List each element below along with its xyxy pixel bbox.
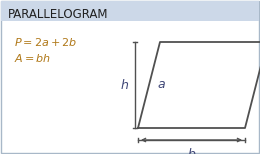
Text: $h$: $h$ — [120, 78, 129, 92]
Text: $b$: $b$ — [187, 147, 196, 154]
Text: $A = bh$: $A = bh$ — [14, 52, 51, 64]
Text: PARALLELOGRAM: PARALLELOGRAM — [8, 8, 108, 20]
Text: $P = 2a + 2b$: $P = 2a + 2b$ — [14, 36, 77, 48]
Text: $a$: $a$ — [157, 79, 165, 91]
Bar — [1, 1, 259, 21]
